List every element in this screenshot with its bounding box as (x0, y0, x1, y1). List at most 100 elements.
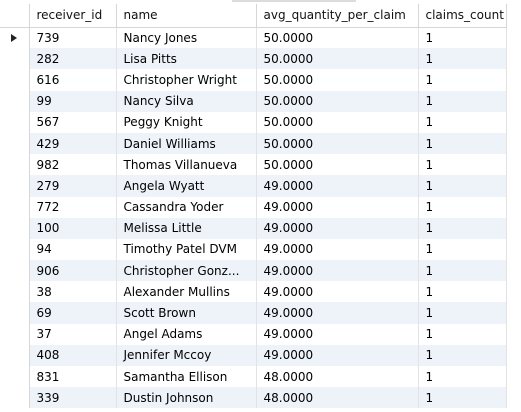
table-row[interactable]: 739 Nancy Jones 50.0000 1 (0, 27, 507, 49)
cell-claims-count[interactable]: 1 (418, 69, 507, 91)
row-selector[interactable] (0, 387, 30, 409)
cell-receiver-id[interactable]: 282 (29, 48, 117, 70)
table-row[interactable]: 37 Angel Adams 49.0000 1 (0, 323, 507, 345)
cell-claims-count[interactable]: 1 (418, 344, 507, 366)
column-header-receiver-id[interactable]: receiver_id (29, 4, 117, 28)
cell-avg-quantity-per-claim[interactable]: 50.0000 (256, 69, 419, 91)
cell-name[interactable]: Timothy Patel DVM (116, 238, 257, 261)
table-row[interactable]: 982 Thomas Villanueva 50.0000 1 (0, 154, 507, 176)
cell-claims-count[interactable]: 1 (418, 48, 507, 70)
cell-avg-quantity-per-claim[interactable]: 50.0000 (256, 90, 419, 112)
cell-claims-count[interactable]: 1 (418, 196, 507, 218)
row-selector[interactable] (0, 111, 30, 133)
cell-avg-quantity-per-claim[interactable]: 49.0000 (256, 344, 419, 366)
row-selector[interactable] (0, 132, 30, 155)
cell-name[interactable]: Melissa Little (116, 217, 257, 239)
row-selector[interactable] (0, 175, 30, 197)
cell-name[interactable]: Angel Adams (116, 323, 257, 345)
table-row[interactable]: 339 Dustin Johnson 48.0000 1 (0, 387, 507, 409)
cell-name[interactable]: Nancy Jones (116, 27, 257, 49)
column-header-claims-count[interactable]: claims_count (418, 4, 507, 28)
table-row[interactable]: 282 Lisa Pitts 50.0000 1 (0, 48, 507, 70)
table-row[interactable]: 69 Scott Brown 49.0000 1 (0, 302, 507, 324)
row-selector[interactable] (0, 302, 30, 324)
table-row[interactable]: 94 Timothy Patel DVM 49.0000 1 (0, 238, 507, 261)
table-row[interactable]: 831 Samantha Ellison 48.0000 1 (0, 366, 507, 388)
cell-name[interactable]: Daniel Williams (116, 132, 257, 155)
cell-receiver-id[interactable]: 831 (29, 366, 117, 388)
cell-avg-quantity-per-claim[interactable]: 49.0000 (256, 281, 419, 303)
row-selector[interactable] (0, 154, 30, 176)
cell-claims-count[interactable]: 1 (418, 154, 507, 176)
row-selector[interactable] (0, 196, 30, 218)
column-header-avg-quantity-per-claim[interactable]: avg_quantity_per_claim (256, 4, 419, 28)
table-row[interactable]: 616 Christopher Wright 50.0000 1 (0, 69, 507, 91)
cell-receiver-id[interactable]: 906 (29, 260, 117, 282)
cell-name[interactable]: Lisa Pitts (116, 48, 257, 70)
cell-name[interactable]: Alexander Mullins (116, 281, 257, 303)
cell-name[interactable]: Scott Brown (116, 302, 257, 324)
row-selector[interactable] (0, 238, 30, 261)
table-row[interactable]: 906 Christopher Gonz... 49.0000 1 (0, 260, 507, 282)
cell-name[interactable]: Nancy Silva (116, 90, 257, 112)
row-selector[interactable] (0, 366, 30, 388)
cell-name[interactable]: Thomas Villanueva (116, 154, 257, 176)
table-row[interactable]: 99 Nancy Silva 50.0000 1 (0, 90, 507, 112)
table-row[interactable]: 38 Alexander Mullins 49.0000 1 (0, 281, 507, 303)
cell-receiver-id[interactable]: 982 (29, 154, 117, 176)
cell-claims-count[interactable]: 1 (418, 90, 507, 112)
cell-avg-quantity-per-claim[interactable]: 50.0000 (256, 27, 419, 49)
cell-name[interactable]: Christopher Wright (116, 69, 257, 91)
cell-receiver-id[interactable]: 772 (29, 196, 117, 218)
row-selector[interactable] (0, 344, 30, 366)
cell-receiver-id[interactable]: 100 (29, 217, 117, 239)
cell-claims-count[interactable]: 1 (418, 302, 507, 324)
cell-name[interactable]: Christopher Gonz... (116, 260, 257, 282)
cell-avg-quantity-per-claim[interactable]: 49.0000 (256, 238, 419, 261)
cell-avg-quantity-per-claim[interactable]: 49.0000 (256, 196, 419, 218)
cell-claims-count[interactable]: 1 (418, 387, 507, 409)
cell-receiver-id[interactable]: 339 (29, 387, 117, 409)
cell-receiver-id[interactable]: 429 (29, 132, 117, 155)
cell-avg-quantity-per-claim[interactable]: 50.0000 (256, 154, 419, 176)
cell-receiver-id[interactable]: 37 (29, 323, 117, 345)
cell-receiver-id[interactable]: 38 (29, 281, 117, 303)
cell-avg-quantity-per-claim[interactable]: 49.0000 (256, 175, 419, 197)
cell-name[interactable]: Peggy Knight (116, 111, 257, 133)
cell-name[interactable]: Jennifer Mccoy (116, 344, 257, 366)
cell-avg-quantity-per-claim[interactable]: 49.0000 (256, 260, 419, 282)
cell-avg-quantity-per-claim[interactable]: 49.0000 (256, 217, 419, 239)
cell-claims-count[interactable]: 1 (418, 260, 507, 282)
cell-receiver-id[interactable]: 408 (29, 344, 117, 366)
cell-avg-quantity-per-claim[interactable]: 48.0000 (256, 366, 419, 388)
cell-claims-count[interactable]: 1 (418, 366, 507, 388)
cell-receiver-id[interactable]: 99 (29, 90, 117, 112)
cell-claims-count[interactable]: 1 (418, 27, 507, 49)
row-selector[interactable] (0, 48, 30, 70)
cell-claims-count[interactable]: 1 (418, 281, 507, 303)
cell-claims-count[interactable]: 1 (418, 132, 507, 155)
cell-claims-count[interactable]: 1 (418, 217, 507, 239)
table-row[interactable]: 567 Peggy Knight 50.0000 1 (0, 111, 507, 133)
cell-avg-quantity-per-claim[interactable]: 50.0000 (256, 111, 419, 133)
cell-claims-count[interactable]: 1 (418, 323, 507, 345)
cell-receiver-id[interactable]: 567 (29, 111, 117, 133)
row-selector[interactable] (0, 90, 30, 112)
cell-avg-quantity-per-claim[interactable]: 49.0000 (256, 302, 419, 324)
row-selector[interactable] (0, 217, 30, 239)
cell-claims-count[interactable]: 1 (418, 111, 507, 133)
cell-claims-count[interactable]: 1 (418, 175, 507, 197)
column-header-name[interactable]: name (116, 4, 257, 28)
cell-receiver-id[interactable]: 616 (29, 69, 117, 91)
cell-avg-quantity-per-claim[interactable]: 48.0000 (256, 387, 419, 409)
cell-avg-quantity-per-claim[interactable]: 50.0000 (256, 48, 419, 70)
cell-receiver-id[interactable]: 69 (29, 302, 117, 324)
cell-receiver-id[interactable]: 94 (29, 238, 117, 261)
row-selector-header[interactable] (0, 4, 30, 28)
table-row[interactable]: 772 Cassandra Yoder 49.0000 1 (0, 196, 507, 218)
row-selector[interactable] (0, 27, 30, 49)
cell-receiver-id[interactable]: 739 (29, 27, 117, 49)
cell-name[interactable]: Cassandra Yoder (116, 196, 257, 218)
row-selector[interactable] (0, 323, 30, 345)
table-row[interactable]: 429 Daniel Williams 50.0000 1 (0, 132, 507, 155)
